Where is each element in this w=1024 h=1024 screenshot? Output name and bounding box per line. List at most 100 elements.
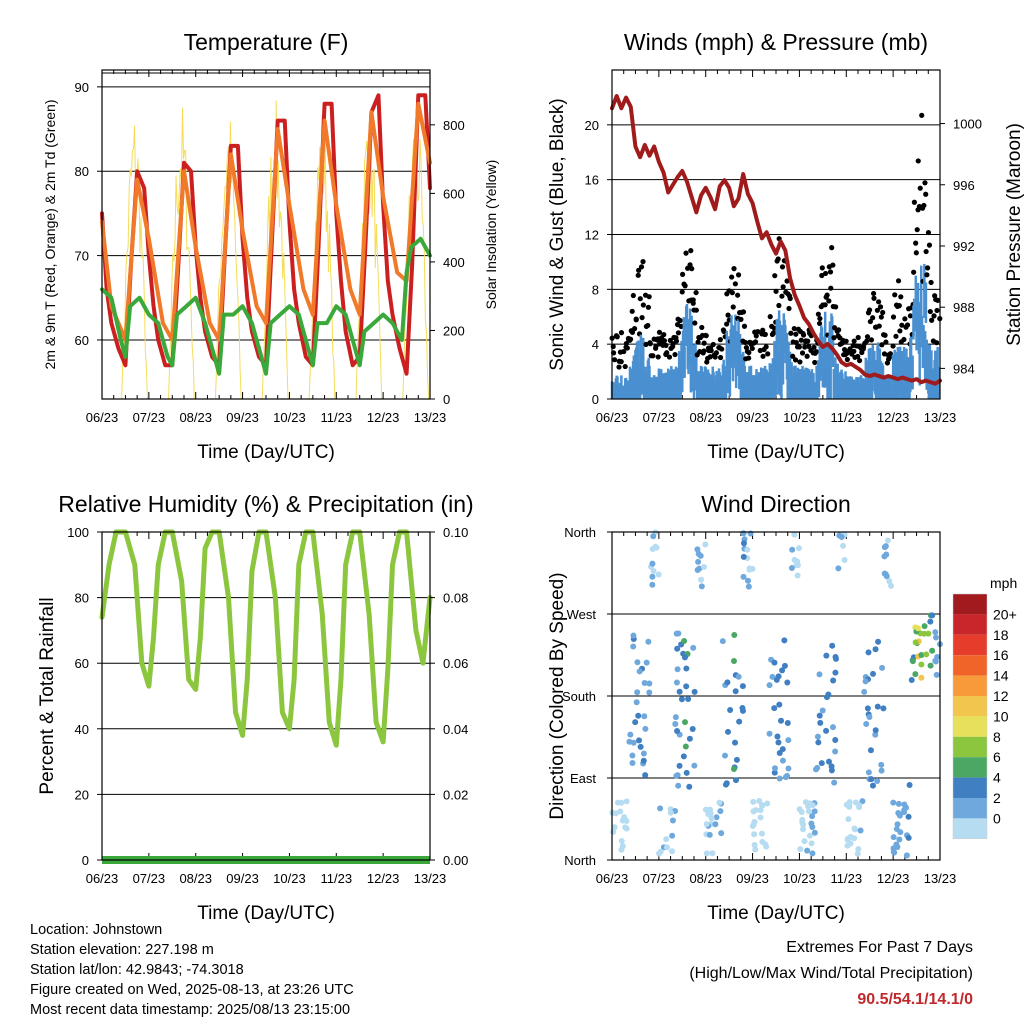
gust-point [780, 284, 786, 290]
x-tick-label-3-3: 09/23 [736, 871, 769, 886]
direction-point [823, 652, 830, 659]
direction-point [669, 848, 676, 855]
gust-point [645, 304, 652, 310]
gust-point [640, 259, 646, 265]
direction-point [642, 725, 649, 732]
direction-point [828, 763, 835, 770]
direction-point [746, 565, 753, 572]
direction-point [806, 832, 813, 839]
direction-point [634, 689, 641, 696]
gust-point [673, 338, 680, 344]
gust-point [895, 278, 902, 284]
gust-point [621, 348, 627, 355]
x-tick-label-2-6: 12/23 [367, 871, 400, 886]
legend-swatch-4 [953, 675, 987, 696]
gust-point [656, 329, 663, 335]
gust-point [876, 299, 882, 305]
gust-point [927, 308, 933, 315]
gust-point [800, 332, 807, 338]
direction-point [870, 670, 877, 677]
gust-point [867, 318, 873, 325]
direction-point [804, 847, 811, 854]
x-tick-label-3-0: 06/23 [596, 871, 629, 886]
gust-point [864, 334, 871, 340]
gust-point [742, 339, 748, 346]
direction-point [766, 730, 773, 737]
direction-point [884, 537, 891, 544]
direction-point [627, 731, 634, 738]
gust-point [917, 185, 923, 191]
direction-point [861, 688, 868, 695]
direction-point [750, 808, 757, 815]
direction-point [744, 546, 751, 553]
gust-point [760, 353, 766, 359]
direction-point [814, 733, 821, 740]
gust-point [729, 290, 735, 296]
plot-frame-0 [101, 69, 431, 400]
gust-point [843, 338, 849, 344]
direction-point [686, 783, 693, 790]
direction-point [617, 808, 624, 815]
direction-point [745, 577, 752, 584]
direction-point [880, 705, 887, 712]
x-tick-label-1-6: 12/23 [877, 410, 910, 425]
direction-point [823, 694, 830, 701]
gust-point [799, 350, 806, 356]
y-tick-label-3-2: South [562, 689, 596, 704]
y-tick-label-2-5: 100 [67, 525, 89, 540]
gust-point [817, 315, 823, 322]
gust-point [904, 322, 911, 328]
direction-point [816, 712, 823, 719]
gust-point [690, 300, 696, 306]
x-axis-label-1: Time (Day/UTC) [707, 442, 845, 463]
y-tick-label-1-1: 4 [592, 337, 599, 352]
gust-point [689, 266, 695, 272]
gust-point [717, 354, 724, 361]
x-tick-label-0-0: 06/23 [86, 410, 119, 425]
gust-point [773, 288, 779, 294]
gust-point [712, 354, 718, 360]
plot-frame-3 [611, 531, 941, 861]
gust-point [624, 345, 630, 351]
gust-point [779, 264, 786, 270]
gust-point [879, 342, 885, 348]
y-tick-label-0-1: 70 [75, 249, 89, 264]
direction-point [808, 840, 815, 847]
gust-point [798, 337, 804, 343]
y-tick-label-3-4: North [564, 525, 596, 540]
legend-swatch-7 [953, 736, 987, 758]
direction-point [893, 826, 900, 833]
direction-point [823, 727, 830, 734]
direction-point [864, 705, 871, 712]
direction-point [832, 737, 839, 744]
direction-point [740, 573, 747, 580]
direction-point [771, 659, 778, 666]
direction-point [689, 726, 696, 733]
gust-point [735, 292, 741, 298]
direction-point [766, 682, 773, 689]
direction-point [611, 824, 618, 831]
gust-point [855, 334, 861, 341]
gust-point [796, 344, 802, 350]
gust-point [699, 324, 705, 331]
direction-point [923, 651, 930, 658]
direction-point [676, 762, 683, 769]
direction-point [757, 814, 764, 821]
gust-point [688, 248, 694, 254]
direction-point [905, 813, 912, 820]
gust-point [929, 317, 935, 323]
direction-point [629, 752, 636, 759]
direction-point [723, 780, 730, 787]
direction-point [909, 658, 916, 665]
x-tick-label-3-5: 11/23 [830, 871, 862, 886]
direction-point [775, 673, 782, 680]
gust-point [882, 332, 888, 338]
gust-point [816, 320, 823, 327]
direction-point [794, 572, 801, 579]
chart-title-3: Wind Direction [701, 491, 851, 517]
legend-swatch-6 [953, 716, 987, 737]
gust-point [913, 240, 919, 246]
direction-point [844, 842, 851, 849]
direction-point [626, 738, 633, 745]
direction-point [784, 719, 791, 726]
